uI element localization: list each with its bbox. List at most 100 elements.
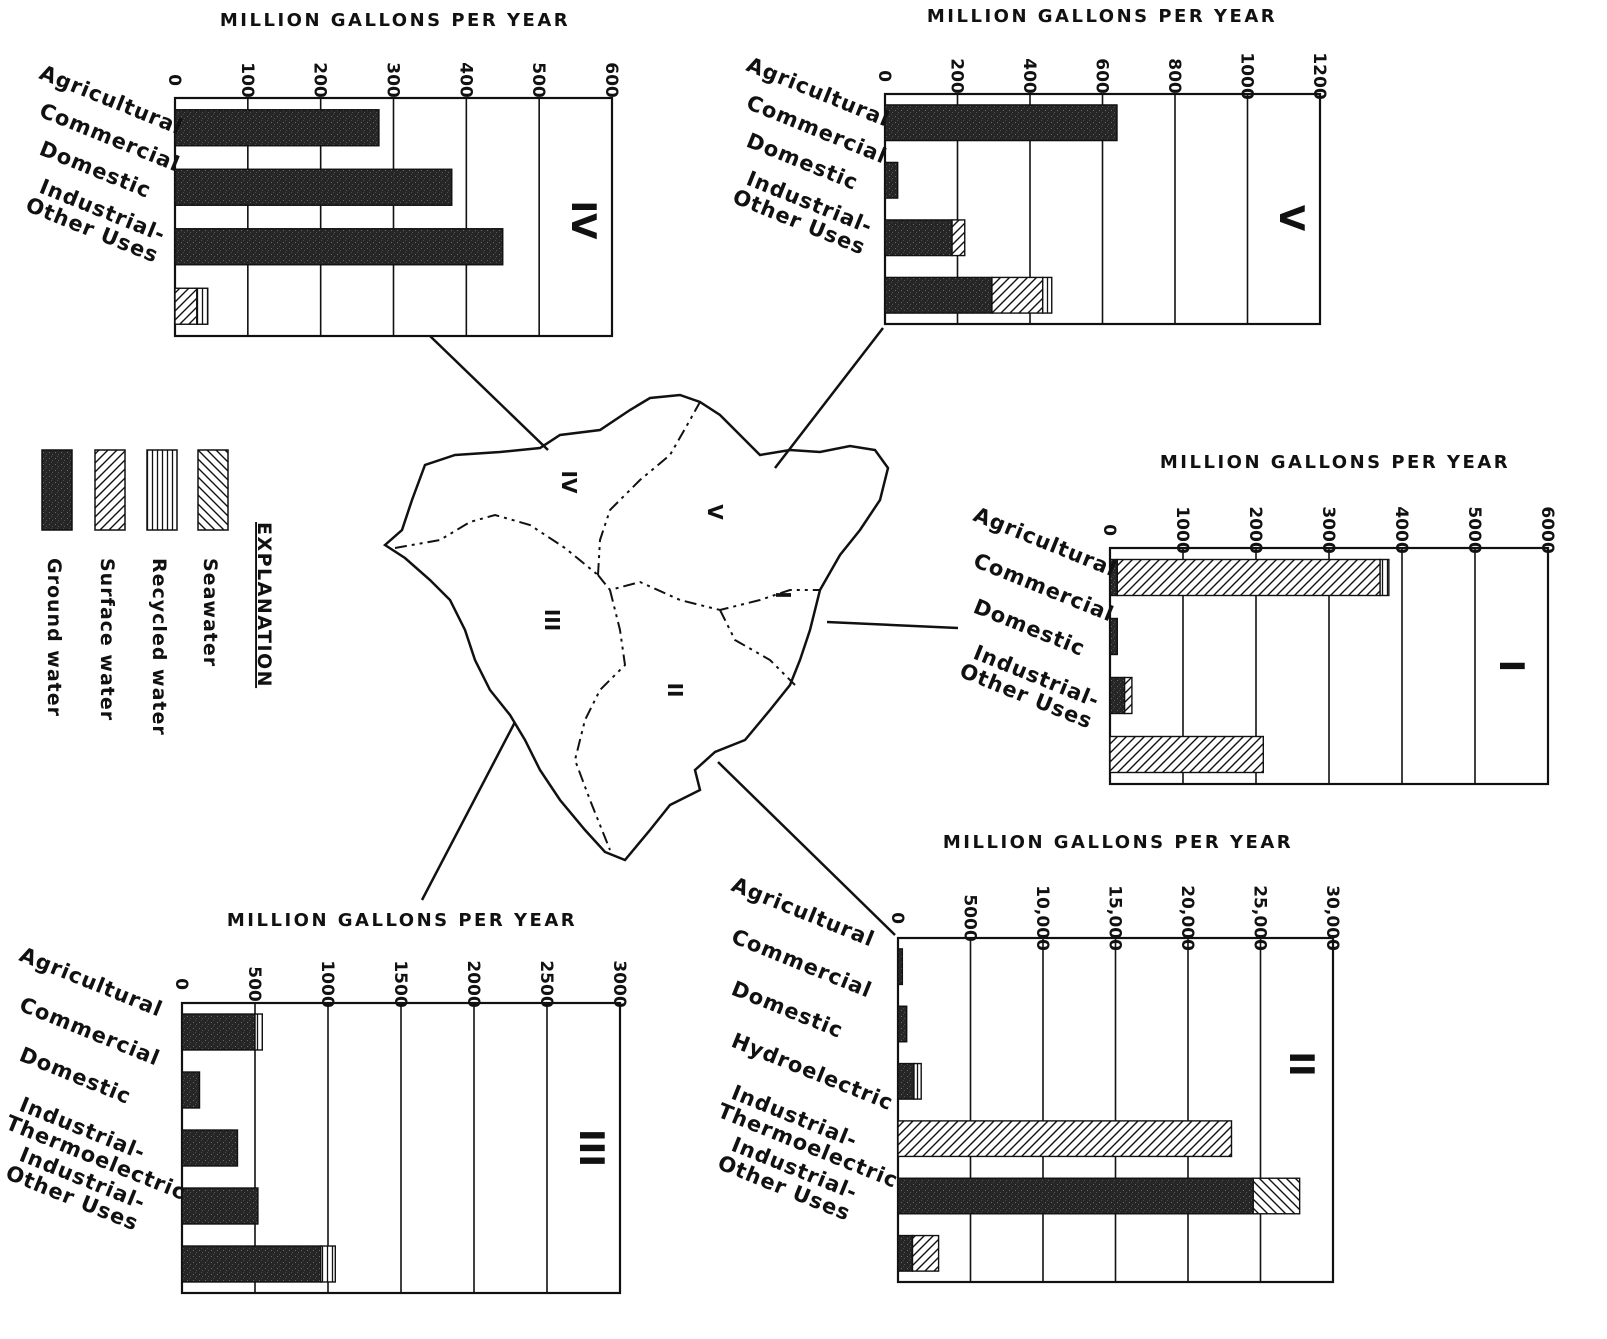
basin-map: IV V I III II (382, 393, 890, 862)
bar-ground (897, 1234, 914, 1272)
bar-recycled (196, 287, 209, 325)
tick-label: 1000 (1237, 52, 1257, 99)
bar-ground (884, 276, 993, 314)
bar-surface (1123, 676, 1133, 715)
bar-surface (991, 276, 1044, 314)
legend-label-seawater: Seawater (199, 558, 221, 667)
legend-label-ground: Ground water (43, 558, 65, 717)
bar-ground (181, 1013, 256, 1051)
chart-region-v: 0 200 400 600 800 1000 1200 MILLION GALLONS PER… (729, 6, 1329, 326)
leader-line-i (826, 620, 959, 630)
legend-title: EXPLANATION (253, 522, 275, 688)
chart-title: MILLION GALLONS PER YEAR (220, 10, 570, 31)
tick-label: 0 (171, 978, 191, 990)
leader-lines (420, 327, 959, 936)
legend-item-seawater: Seawater (197, 449, 229, 667)
chart-title: MILLION GALLONS PER YEAR (943, 832, 1293, 853)
bar-recycled (320, 1245, 337, 1283)
bar-ground (884, 104, 1118, 142)
leader-line-iii (420, 721, 517, 901)
bar-ground (174, 109, 380, 147)
bar-ground (1109, 617, 1118, 656)
tick-label: 0 (874, 70, 894, 82)
region-label-v: V (703, 504, 727, 520)
tick-label: 0 (887, 912, 907, 924)
legend-item-recycled: Recycled water (146, 449, 178, 736)
tick-label: 500 (528, 62, 548, 98)
tick-label: 600 (601, 62, 621, 98)
region-label-iv: IV (557, 471, 581, 494)
chart-region-numeral: V (1271, 205, 1311, 232)
bar-ground (181, 1129, 239, 1167)
legend-swatch-recycled (146, 449, 178, 531)
bar-ground (174, 228, 504, 266)
tick-label: 25,000 (1250, 885, 1270, 951)
chart-region-i: 0 1000 2000 3000 4000 5000 6000 MILLION GALLONS… (956, 452, 1557, 786)
bar-ground (897, 1005, 908, 1043)
tick-label: 100 (237, 62, 257, 98)
tick-label: 20,000 (1177, 885, 1197, 951)
region-label-ii: II (663, 683, 687, 698)
bar-ground (181, 1187, 259, 1225)
chart-title: MILLION GALLONS PER YEAR (927, 6, 1277, 27)
chart-region-ii: 0 5000 10,000 15,000 20,000 25,000 30,000 MILLI… (714, 832, 1342, 1284)
legend-item-surface: Surface water (94, 449, 126, 721)
chart-region-numeral: I (1491, 660, 1531, 673)
basin-outline (382, 393, 890, 862)
chart-region-iv: 0 100 200 300 400 500 600 MILLION GALLONS PER Y… (22, 10, 621, 338)
chart-region-iii: 0 500 1000 1500 2000 2500 3000 MILLION GALLONS … (2, 910, 629, 1295)
region-label-i: I (771, 591, 795, 598)
tick-label: 2000 (1245, 506, 1265, 553)
legend-label-recycled: Recycled water (148, 558, 170, 736)
tick-label: 0 (1099, 524, 1119, 536)
bar-ground (897, 1062, 915, 1100)
tick-label: 5000 (1464, 506, 1484, 553)
tick-label: 600 (1092, 58, 1112, 94)
bar-seawater (1252, 1177, 1301, 1215)
legend: EXPLANATION Seawater Recycled water Surf… (41, 449, 275, 736)
tick-label: 2500 (536, 960, 556, 1007)
legend-swatch-ground (41, 449, 73, 531)
bar-ground (897, 1177, 1254, 1215)
bar-surface (174, 287, 198, 325)
tick-label: 5000 (960, 894, 980, 941)
region-boundaries (394, 401, 820, 851)
tick-label: 4000 (1391, 506, 1411, 553)
region-label-iii: III (540, 609, 564, 631)
legend-swatch-seawater (197, 449, 229, 531)
legend-label-surface: Surface water (96, 558, 118, 721)
tick-label: 1500 (390, 960, 410, 1007)
tick-label: 10,000 (1032, 885, 1052, 951)
bar-ground (174, 168, 453, 206)
tick-label: 800 (1164, 58, 1184, 94)
tick-label: 200 (310, 62, 330, 98)
chart-region-numeral: III (571, 1129, 611, 1167)
bar-ground (884, 161, 899, 199)
charts: 0 100 200 300 400 500 600 MILLION GALLONS PER Y… (2, 6, 1557, 1295)
bar-recycled (913, 1062, 922, 1100)
bar-recycled (254, 1013, 264, 1051)
tick-label: 15,000 (1105, 885, 1125, 951)
tick-label: 6000 (1537, 506, 1557, 553)
tick-label: 2000 (463, 960, 483, 1007)
chart-region-numeral: II (1281, 1051, 1321, 1076)
tick-label: 400 (455, 62, 475, 98)
leader-line-v (774, 327, 884, 469)
bar-surface (897, 1120, 1233, 1158)
bar-ground (884, 219, 953, 257)
tick-label: 400 (1019, 58, 1039, 94)
tick-label: 3000 (1318, 506, 1338, 553)
tick-label: 1000 (1172, 506, 1192, 553)
chart-region-numeral: IV (563, 201, 603, 241)
chart-title: MILLION GALLONS PER YEAR (227, 910, 577, 931)
tick-label: 0 (164, 74, 184, 86)
bar-ground (181, 1245, 322, 1283)
bar-recycled (1041, 276, 1053, 314)
tick-label: 1200 (1309, 52, 1329, 99)
chart-title: MILLION GALLONS PER YEAR (1160, 452, 1510, 473)
bar-ground (181, 1071, 201, 1109)
leader-line-iv (429, 335, 549, 451)
bar-surface (951, 219, 966, 257)
bar-recycled (1379, 558, 1390, 597)
